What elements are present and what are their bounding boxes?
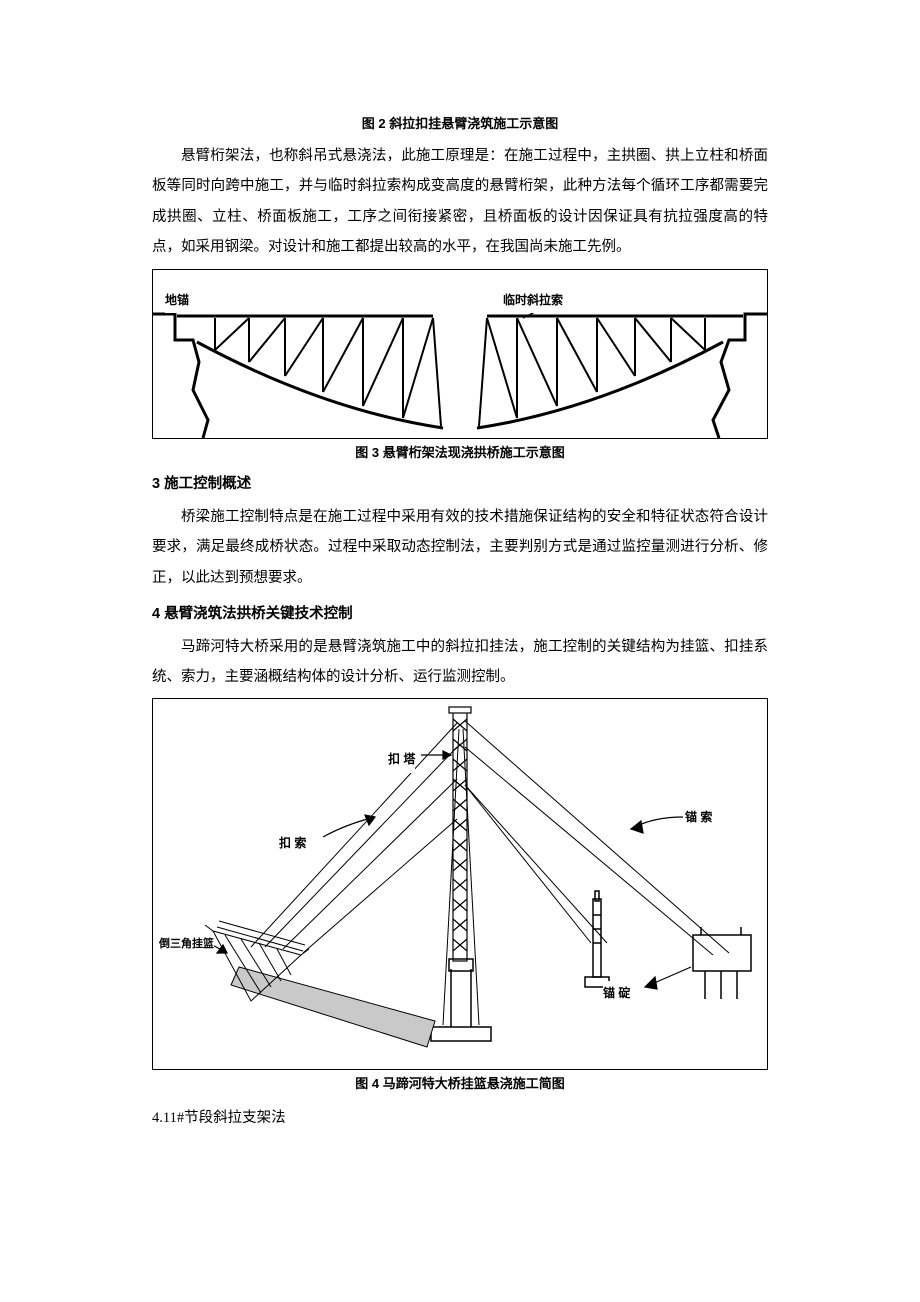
document-page: 图 2 斜拉扣挂悬臂浇筑施工示意图 悬臂桁架法，也称斜吊式悬浇法，此施工原理是：…: [0, 0, 920, 1194]
figure-4-label-basket: 倒三角挂篮: [159, 933, 214, 956]
figure-3-svg: [153, 270, 767, 438]
figure-4-diagram: 扣 塔 扣 索 锚 索 倒三角挂篮 锚 碇: [152, 698, 768, 1070]
paragraph-cantilever-truss: 悬臂桁架法，也称斜吊式悬浇法，此施工原理是：在施工过程中，主拱圈、拱上立柱和桥面…: [152, 141, 768, 263]
paragraph-key-tech: 马蹄河特大桥采用的是悬臂浇筑施工中的斜拉扣挂法，施工控制的关键结构为挂篮、扣挂系…: [152, 632, 768, 693]
figure-4-label-anchorage: 锚 碇: [603, 981, 630, 1006]
figure-4-label-stay-cable: 扣 索: [279, 831, 306, 856]
paragraph-control-overview: 桥梁施工控制特点是在施工过程中采用有效的技术措施保证结构的安全和特征状态符合设计…: [152, 502, 768, 593]
figure-4-label-tower: 扣 塔: [388, 747, 415, 772]
figure-4-svg: [153, 699, 767, 1069]
figure-3-caption: 图 3 悬臂桁架法现浇拱桥施工示意图: [152, 443, 768, 464]
figure-3-label-temp-cable: 临时斜拉索: [503, 288, 563, 313]
figure-3-diagram: 地锚 临时斜拉索: [152, 269, 768, 439]
heading-section-3: 3 施工控制概述: [152, 469, 768, 499]
figure-3-label-left-anchor: 地锚: [165, 288, 189, 313]
figure-4-caption: 图 4 马蹄河特大桥挂篮悬浇施工简图: [152, 1074, 768, 1095]
figure-2-caption: 图 2 斜拉扣挂悬臂浇筑施工示意图: [152, 114, 768, 135]
heading-section-4: 4 悬臂浇筑法拱桥关键技术控制: [152, 599, 768, 629]
figure-4-label-anchor-cable: 锚 索: [685, 805, 712, 830]
subsection-4-1: 4.11#节段斜拉支架法: [152, 1103, 768, 1133]
